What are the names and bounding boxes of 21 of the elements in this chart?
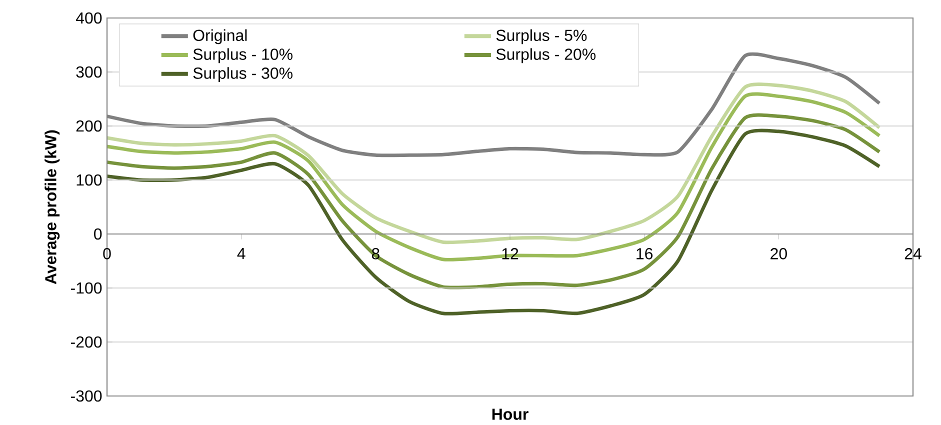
y-tick-label: 100 — [76, 174, 102, 186]
x-tick-label: 16 — [636, 248, 653, 260]
y-tick-label: -100 — [70, 282, 102, 294]
x-tick-label: 4 — [237, 248, 246, 260]
y-tick-label: 200 — [76, 120, 102, 132]
y-tick-label: 0 — [94, 228, 102, 240]
x-tick-label: 0 — [103, 248, 111, 260]
legend-label: Surplus - 5% — [496, 29, 587, 44]
legend-label: Surplus - 20% — [496, 48, 596, 64]
legend-label: Original — [193, 29, 247, 44]
y-axis-title: Average profile (kW) — [44, 130, 60, 284]
x-tick-label: 20 — [770, 248, 787, 260]
y-tick-label: -200 — [70, 336, 102, 348]
y-tick-label: 300 — [76, 66, 102, 78]
x-tick-label: 12 — [502, 248, 518, 260]
y-tick-label: -300 — [70, 390, 102, 402]
x-axis-title: Hour — [492, 408, 528, 420]
legend-label: Surplus - 30% — [193, 67, 292, 82]
x-tick-label: 24 — [904, 248, 922, 260]
y-tick-label: 400 — [76, 12, 102, 24]
legend-label: Surplus - 10% — [193, 48, 292, 64]
